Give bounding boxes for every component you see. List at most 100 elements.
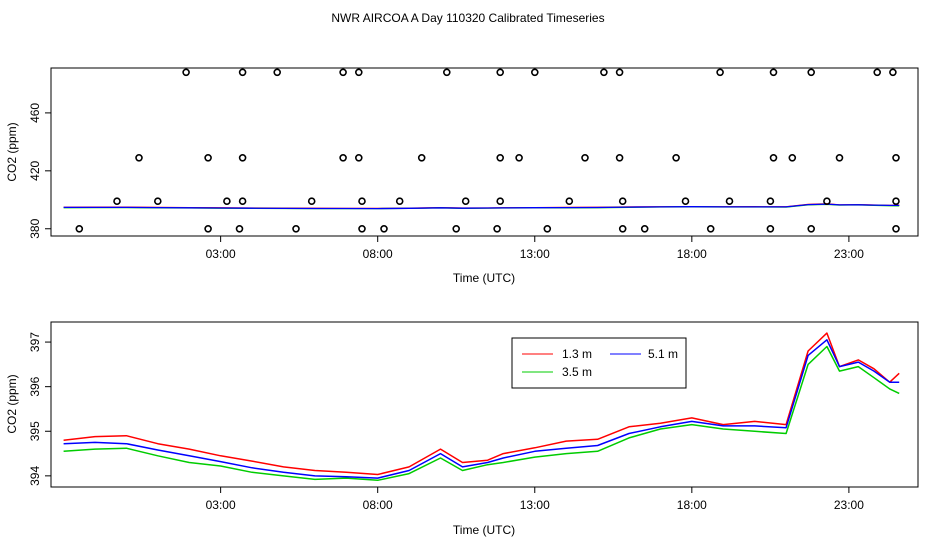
scatter-point: [823, 197, 831, 205]
scatter-point: [640, 225, 649, 233]
scatter-point: [238, 197, 247, 205]
scatter-point: [182, 68, 190, 77]
top-x-axis: 03:00 08:00 13:00 18:00 23:00: [206, 236, 864, 261]
bottom-y-axis-label: CO2 (ppm): [5, 374, 19, 433]
scatter-point: [615, 68, 624, 77]
bottom-plot-frame: [50, 321, 919, 488]
scatter-point: [892, 225, 900, 233]
scatter-point: [615, 154, 624, 162]
scatter-point: [235, 225, 244, 233]
scatter-point: [238, 68, 247, 77]
scatter-point: [292, 225, 300, 233]
bottom-x-tick-label: 23:00: [834, 498, 864, 512]
scatter-point: [769, 68, 778, 77]
scatter-point: [892, 197, 900, 205]
top-x-tick-label: 03:00: [206, 247, 236, 261]
scatter-point: [706, 225, 715, 233]
bottom-x-axis: 03:00 08:00 13:00 18:00 23:00: [206, 487, 864, 512]
legend-label-3-5m: 3.5 m: [562, 365, 592, 379]
scatter-point: [461, 197, 470, 205]
scatter-point: [496, 68, 505, 77]
scatter-point: [493, 225, 501, 233]
bottom-y-tick-label: 397: [28, 332, 42, 352]
bottom-y-tick-label: 395: [28, 421, 42, 441]
legend-label-5-1m: 5.1 m: [648, 347, 678, 361]
top-x-tick-label: 13:00: [520, 247, 550, 261]
bottom-y-tick-label: 396: [28, 376, 42, 396]
scatter-point: [681, 197, 690, 205]
scatter-point: [204, 154, 212, 162]
top-x-tick-label: 23:00: [834, 247, 864, 261]
scatter-point: [565, 197, 574, 205]
scatter-point: [358, 197, 366, 205]
top-x-tick-label: 08:00: [363, 247, 393, 261]
scatter-point: [807, 68, 816, 77]
scatter-point: [873, 68, 882, 77]
bottom-panel: 03:00 08:00 13:00 18:00 23:00 394 395 396 397 T…: [5, 321, 919, 537]
bottom-y-tick-label: 394: [28, 466, 42, 486]
scatter-point: [339, 154, 347, 162]
scatter-point: [716, 68, 724, 77]
bottom-line-3-5-m: [63, 345, 900, 482]
top-y-axis-label: CO2 (ppm): [5, 122, 19, 181]
scatter-point: [354, 154, 363, 162]
scatter-point: [452, 225, 461, 233]
top-y-tick-label: 460: [28, 103, 42, 123]
scatter-point: [807, 225, 816, 233]
scatter-point: [766, 197, 775, 205]
scatter-point: [725, 197, 734, 205]
legend-box: [511, 337, 687, 389]
scatter-point: [672, 154, 680, 162]
scatter-point: [273, 68, 282, 77]
top-x-axis-label: Time (UTC): [453, 271, 515, 285]
top-x-tick-label: 18:00: [677, 247, 707, 261]
figure-title: NWR AIRCOA A Day 110320 Calibrated Times…: [331, 11, 604, 25]
scatter-point: [75, 225, 84, 233]
scatter-point: [307, 197, 316, 205]
top-line-5-1-m: [63, 203, 900, 210]
scatter-point: [135, 154, 143, 162]
scatter-point: [581, 154, 589, 162]
scatter-point: [515, 154, 523, 162]
legend-label-1-3m: 1.3 m: [562, 347, 592, 361]
scatter-point: [618, 197, 627, 205]
top-y-tick-label: 420: [28, 160, 42, 180]
scatter-point: [889, 68, 897, 77]
scatter-point: [835, 154, 844, 162]
scatter-point: [154, 197, 162, 205]
top-y-tick-label: 380: [28, 218, 42, 238]
top-y-axis: 380 420 460: [28, 103, 51, 239]
top-plot-frame: [50, 67, 919, 237]
scatter-point: [417, 154, 426, 162]
bottom-line-1-3-m: [63, 332, 900, 476]
scatter-point: [113, 197, 121, 205]
scatter-point: [600, 68, 608, 77]
scatter-point: [358, 225, 366, 233]
scatter-point: [530, 68, 539, 77]
bottom-y-axis: 394 395 396 397: [28, 332, 51, 486]
bottom-x-tick-label: 08:00: [363, 498, 393, 512]
bottom-line-5-1-m: [63, 339, 900, 479]
scatter-point: [769, 154, 778, 162]
scatter-point: [788, 154, 797, 162]
bottom-x-tick-label: 13:00: [520, 498, 550, 512]
bottom-series-lines: [63, 332, 900, 482]
scatter-point: [223, 197, 231, 205]
scatter-point: [442, 68, 451, 77]
bottom-x-tick-label: 18:00: [677, 498, 707, 512]
legend: 1.3 m 5.1 m 3.5 m: [511, 337, 687, 389]
top-series-lines: [63, 203, 900, 210]
scatter-point: [766, 225, 775, 233]
scatter-point: [496, 154, 505, 162]
scatter-point: [496, 197, 505, 205]
top-scatter-points: [75, 68, 900, 233]
scatter-point: [204, 225, 212, 233]
scatter-point: [395, 197, 404, 205]
bottom-x-axis-label: Time (UTC): [453, 523, 515, 537]
scatter-point: [618, 225, 627, 233]
scatter-point: [543, 225, 552, 233]
scatter-point: [380, 225, 388, 233]
scatter-point: [238, 154, 247, 162]
bottom-x-tick-label: 03:00: [206, 498, 236, 512]
